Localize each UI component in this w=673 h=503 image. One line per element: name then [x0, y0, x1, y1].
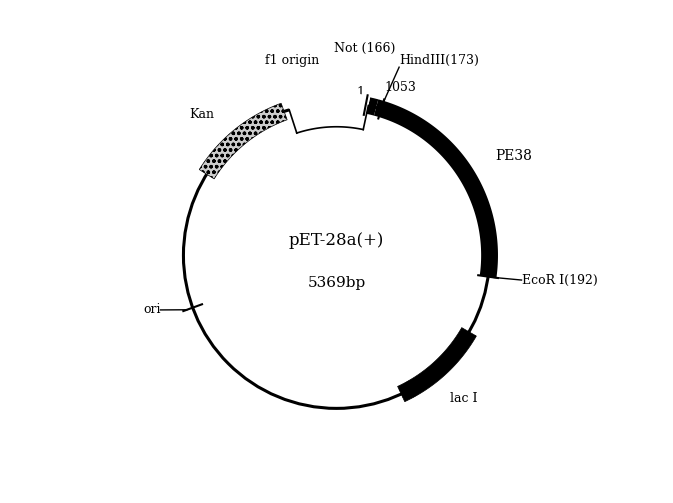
Polygon shape — [286, 93, 370, 119]
Text: PE38: PE38 — [495, 149, 532, 163]
Text: pET-28a(+): pET-28a(+) — [289, 231, 384, 248]
Polygon shape — [199, 103, 287, 179]
Polygon shape — [398, 327, 476, 402]
Text: 1: 1 — [357, 86, 364, 99]
Text: f1 origin: f1 origin — [265, 54, 320, 67]
Polygon shape — [367, 98, 378, 116]
Text: Kan: Kan — [189, 108, 214, 121]
Text: 1053: 1053 — [384, 81, 417, 94]
Text: HindIII(173): HindIII(173) — [399, 54, 479, 67]
Text: lac I: lac I — [450, 392, 478, 405]
Text: Not (166): Not (166) — [334, 42, 395, 55]
Polygon shape — [374, 100, 498, 278]
Text: ori: ori — [143, 303, 160, 316]
Text: 5369bp: 5369bp — [308, 276, 365, 290]
Text: EcoR I(192): EcoR I(192) — [522, 274, 597, 287]
